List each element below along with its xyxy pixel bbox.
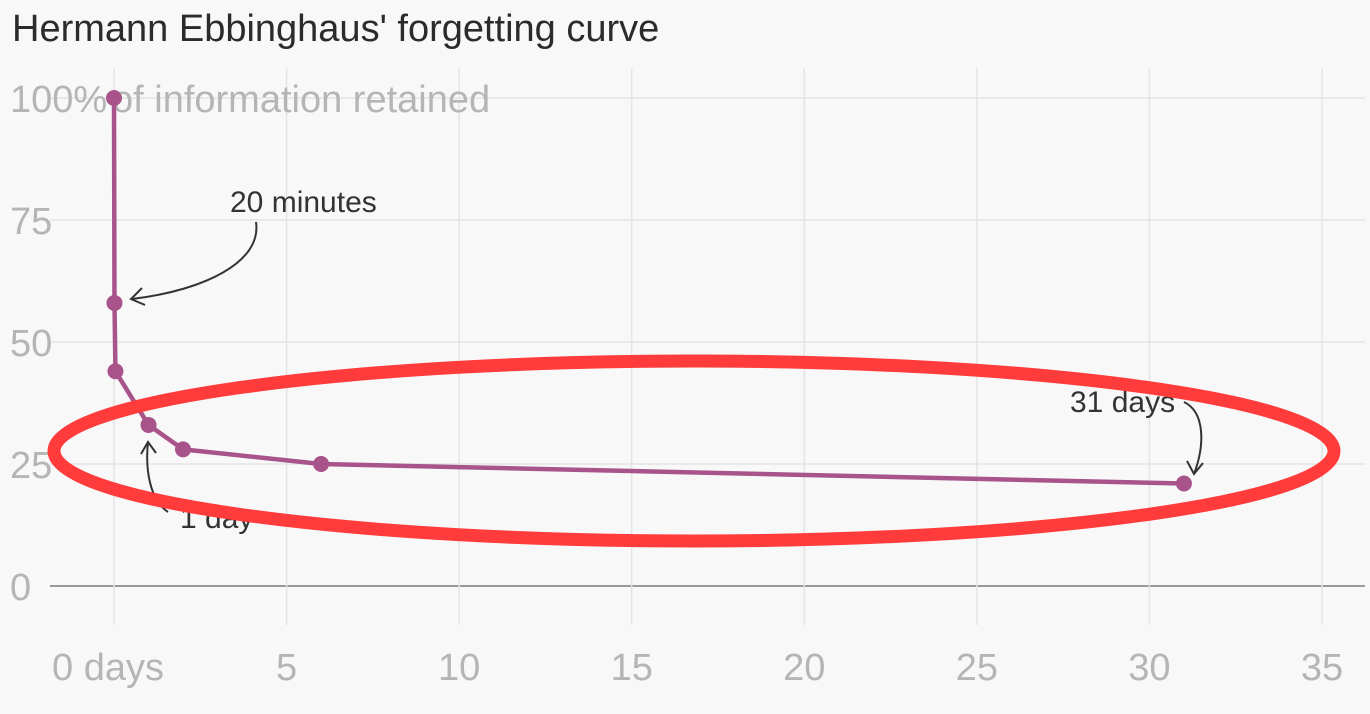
x-tick-label: 35 [1301, 647, 1343, 689]
chart-title: Hermann Ebbinghaus' forgetting curve [12, 8, 660, 50]
data-point [313, 456, 330, 472]
highlight-ellipse [47, 354, 1341, 548]
y-tick-label: 25 [10, 445, 52, 487]
x-tick-label: 15 [611, 647, 653, 689]
y-tick-label: 50 [10, 323, 52, 365]
series-layer [106, 90, 1192, 492]
data-point [140, 416, 157, 433]
data-point [175, 441, 192, 458]
data-point [107, 363, 124, 380]
x-tick-label: 25 [956, 647, 998, 689]
annotation-arrow-20-minutes [131, 221, 258, 300]
x-tick-label: 20 [783, 647, 825, 689]
x-tick-label: 30 [1128, 647, 1170, 689]
annotation-arrowhead-1-day [140, 440, 157, 455]
annotation-20-minutes: 20 minutes [230, 186, 377, 219]
annotation-arrowhead-20-minutes [129, 287, 146, 306]
y-tick-label: 100% [10, 79, 107, 121]
series-line [111, 95, 1187, 486]
highlight-layer [47, 354, 1341, 548]
data-point [1175, 475, 1192, 492]
x-tick-label: 5 [276, 647, 297, 689]
annotation-arrowhead-31-days [1186, 460, 1204, 476]
y-tick-label: 75 [10, 201, 52, 243]
data-point [106, 90, 122, 106]
annotation-arrow-1-day [146, 441, 169, 513]
annotation-arrow-31-days [1183, 401, 1203, 475]
data-point [106, 294, 123, 311]
x-tick-label: 10 [438, 647, 480, 689]
axis-layer: 0 25 50 75 100% of information retained 0 days… [10, 79, 1343, 689]
y-tick-label: 0 [10, 567, 31, 609]
x-tick-label: 0 days [52, 647, 164, 689]
y-axis-label: of information retained [112, 79, 490, 121]
